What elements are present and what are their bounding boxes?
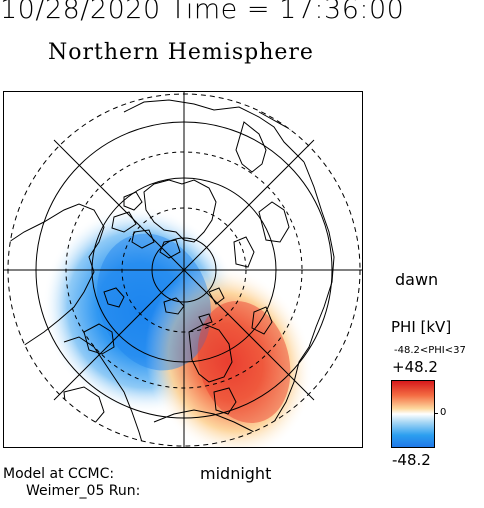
model-label: Model at CCMC: [3, 466, 115, 482]
meridian-diagonal-2 [53, 139, 315, 401]
colorbar-min: -48.2 [392, 451, 431, 469]
polar-map-svg [4, 92, 362, 447]
coastlines [8, 99, 335, 446]
colorbar-label: PHI [kV] [391, 318, 452, 336]
colorbar [391, 380, 435, 448]
header-datetime: 10/28/2020 Time = 17:36:00 [0, 0, 405, 25]
plot-title: Northern Hemisphere [48, 40, 314, 65]
colorbar-range: -48.2<PHI<37 [394, 345, 466, 356]
colorbar-max: +48.2 [392, 358, 438, 376]
run-label: Weimer_05 Run: [26, 483, 141, 499]
colorbar-zero-tick [434, 413, 438, 414]
polar-map [3, 91, 363, 448]
colorbar-zero: 0 [440, 407, 447, 418]
positive-potential-cell [144, 265, 314, 447]
midnight-label: midnight [200, 464, 272, 483]
dawn-label: dawn [395, 270, 439, 289]
